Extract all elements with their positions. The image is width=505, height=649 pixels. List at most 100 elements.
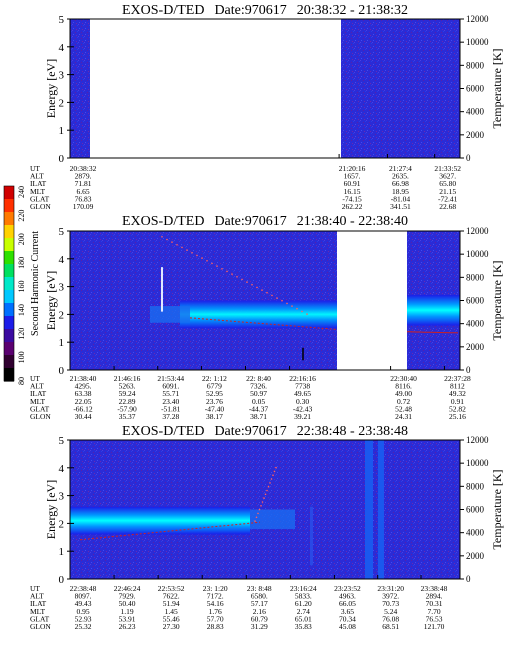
y2-tick-label: 6000 bbox=[466, 505, 485, 515]
y-tick-label: 0 bbox=[59, 574, 65, 586]
table-cell: 2.16 bbox=[253, 607, 266, 616]
table-cell: 1.76 bbox=[209, 607, 222, 616]
stripe bbox=[378, 440, 384, 579]
temperature-trace bbox=[407, 331, 459, 334]
table-cell: 23:38:48 bbox=[421, 584, 448, 593]
colorbar-tick-label: 120 bbox=[17, 328, 26, 340]
table-cell: 70.73 bbox=[382, 599, 399, 608]
table-cell: 25.16 bbox=[449, 412, 466, 421]
table-cell: 0.72 bbox=[397, 397, 410, 406]
y2-tick-label: 4000 bbox=[466, 319, 485, 329]
colorbar-swatch bbox=[4, 264, 14, 278]
temperature-point bbox=[281, 299, 283, 302]
table-cell: 35.37 bbox=[119, 412, 136, 421]
table-cell: -42.43 bbox=[293, 404, 313, 413]
table-row-label: GLON bbox=[30, 412, 51, 421]
title-date: Date:970617 bbox=[214, 214, 286, 229]
table-cell: 57.17 bbox=[251, 599, 268, 608]
y-axis-label: Energy [eV] bbox=[44, 271, 58, 330]
table-cell: 76.08 bbox=[382, 614, 399, 623]
y-tick-label: 0 bbox=[59, 365, 65, 377]
table-cell: 21:20:16 bbox=[339, 164, 366, 173]
table-row-label: ALT bbox=[30, 382, 44, 391]
temperature-point bbox=[269, 482, 271, 484]
table-cell: 6779 bbox=[207, 382, 222, 391]
temperature-point bbox=[266, 291, 268, 294]
table-cell: 71.81 bbox=[75, 179, 92, 188]
table-cell: 23.40 bbox=[162, 397, 179, 406]
table-row-label: ILAT bbox=[30, 389, 47, 398]
y2-tick-label: 8000 bbox=[466, 481, 485, 491]
table-cell: 61.20 bbox=[295, 599, 312, 608]
table-row-label: UT bbox=[30, 164, 40, 173]
temperature-point bbox=[176, 244, 178, 246]
temperature-point bbox=[181, 246, 183, 249]
colorbar-tick-label: 180 bbox=[17, 257, 26, 269]
data-block bbox=[341, 19, 460, 158]
y2-tick-label: 2000 bbox=[466, 130, 485, 140]
table-cell: 23:16:24 bbox=[290, 584, 317, 593]
table-cell: 170.09 bbox=[73, 202, 94, 211]
y2-axis-label: Temperature [K] bbox=[490, 260, 504, 340]
y-tick-label: 2 bbox=[59, 309, 65, 321]
table-cell: 38.71 bbox=[250, 412, 267, 421]
table-cell: 4963. bbox=[339, 592, 356, 601]
temperature-point bbox=[272, 474, 274, 477]
table-cell: 24.31 bbox=[395, 412, 412, 421]
table-cell: 52.95 bbox=[206, 389, 223, 398]
table-cell: 66.98 bbox=[392, 179, 409, 188]
colorbar-swatch bbox=[4, 212, 14, 226]
y2-tick-label: 10000 bbox=[466, 249, 489, 259]
table-row-label: ALT bbox=[30, 592, 44, 601]
temperature-point bbox=[301, 310, 303, 313]
table-cell: 22: 8:40 bbox=[246, 374, 271, 383]
colorbar-swatch bbox=[4, 277, 14, 291]
table-cell: 26.23 bbox=[119, 622, 136, 631]
temperature-point bbox=[196, 254, 198, 257]
title-time: 22:38:48 - 23:38:48 bbox=[297, 424, 408, 439]
table-cell: 121.70 bbox=[424, 622, 445, 631]
table-cell: 52.48 bbox=[395, 404, 412, 413]
y-tick-label: 4 bbox=[59, 463, 65, 475]
temperature-point bbox=[286, 302, 288, 305]
table-cell: 0.95 bbox=[76, 607, 89, 616]
title-date: Date:970617 bbox=[214, 424, 286, 439]
table-cell: 51.94 bbox=[163, 599, 180, 608]
y2-tick-label: 4000 bbox=[466, 528, 485, 538]
table-cell: 49.32 bbox=[449, 389, 466, 398]
table-cell: 37.28 bbox=[162, 412, 179, 421]
temperature-point bbox=[241, 278, 243, 281]
table-row-label: MLT bbox=[30, 187, 46, 196]
colorbar-tick-label: 140 bbox=[17, 304, 26, 316]
table-cell: 21:53:44 bbox=[157, 374, 184, 383]
y2-tick-label: 0 bbox=[466, 153, 471, 163]
table-row-label: GLAT bbox=[30, 194, 50, 203]
table-cell: 22.05 bbox=[75, 397, 92, 406]
y2-tick-label: 4000 bbox=[466, 107, 485, 117]
y2-tick-label: 12000 bbox=[466, 226, 489, 236]
table-cell: 5833. bbox=[295, 592, 312, 601]
table-cell: 21:38:40 bbox=[70, 374, 97, 383]
temperature-point bbox=[261, 501, 264, 503]
title-time: 20:38:32 - 21:38:32 bbox=[297, 3, 408, 18]
table-cell: -47.40 bbox=[205, 404, 225, 413]
table-cell: 8116. bbox=[395, 382, 412, 391]
table-cell: 22.68 bbox=[439, 202, 456, 211]
table-row-label: GLON bbox=[30, 202, 51, 211]
table-cell: 70.34 bbox=[339, 614, 356, 623]
table-cell: 7.70 bbox=[427, 607, 440, 616]
colorbar-tick-label: 80 bbox=[17, 377, 26, 385]
table-cell: 6091. bbox=[162, 382, 179, 391]
table-cell: 22:53:52 bbox=[158, 584, 185, 593]
colorbar-swatch bbox=[4, 238, 14, 252]
y2-tick-label: 8000 bbox=[466, 60, 485, 70]
y2-tick-label: 6000 bbox=[466, 84, 485, 94]
table-cell: 23:23:52 bbox=[334, 584, 361, 593]
table-cell: 23.76 bbox=[206, 397, 223, 406]
table-cell: 1.19 bbox=[121, 607, 134, 616]
table-cell: 3627. bbox=[439, 172, 456, 181]
y-tick-label: 0 bbox=[59, 153, 65, 165]
colorbar-swatch bbox=[4, 251, 14, 265]
panel-3: EXOS-D/TED Date:970617 22:38:48 - 23:38:48… bbox=[30, 424, 504, 631]
temperature-point bbox=[258, 508, 261, 511]
